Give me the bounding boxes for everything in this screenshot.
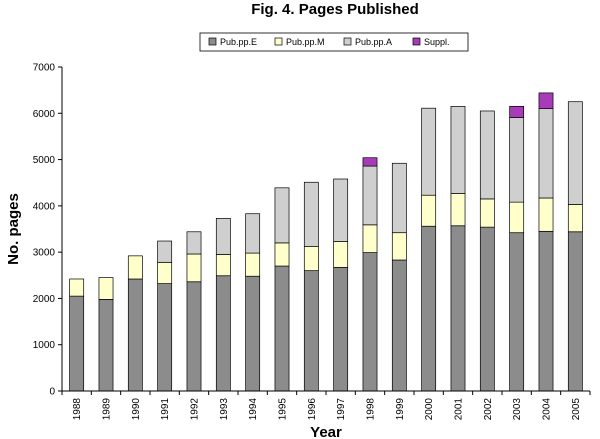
y-tick-label: 2000 xyxy=(33,294,56,305)
x-axis: 1988 1989 1990 1991 1992 1993 1994 1995 1996 1997… xyxy=(61,390,591,421)
x-tick-label-2002: 2002 xyxy=(483,398,494,421)
bar-pub-pp-a-1994 xyxy=(245,213,261,254)
bar-pub-pp-a-1998 xyxy=(362,165,378,226)
legend-swatch-suppl xyxy=(412,37,421,46)
y-tick-label: 4000 xyxy=(33,201,56,212)
y-tick-label: 5000 xyxy=(33,155,56,166)
y-axis: 0 1000 2000 3000 4000 5000 6000 7000 xyxy=(33,63,63,398)
bar-pub-pp-a-1992 xyxy=(186,231,202,255)
bar-pub-pp-m-1991 xyxy=(157,261,173,284)
bar-suppl-2004 xyxy=(538,92,554,110)
bar-pub-pp-a-1995 xyxy=(274,187,290,244)
bar-pub-pp-a-2004 xyxy=(538,108,554,199)
x-tick-label-2004: 2004 xyxy=(542,398,553,421)
bar-pub-pp-m-1998 xyxy=(362,224,378,253)
x-tick-label-1995: 1995 xyxy=(278,398,289,421)
bar-pub-pp-e-2003 xyxy=(509,232,525,392)
bar-pub-pp-m-2004 xyxy=(538,197,554,232)
bar-pub-pp-e-1988 xyxy=(69,295,85,392)
x-axis-title: Year xyxy=(310,424,342,439)
legend-label: Pub.pp.M xyxy=(286,37,325,47)
bar-pub-pp-a-1996 xyxy=(303,181,319,247)
legend-swatch-pub-pp-m xyxy=(274,37,283,46)
bar-pub-pp-m-1995 xyxy=(274,242,290,267)
chart-title: Fig. 4. Pages Published xyxy=(251,1,419,18)
bar-pub-pp-e-2002 xyxy=(479,226,495,392)
x-tick-label-1991: 1991 xyxy=(160,398,171,421)
bar-pub-pp-e-1996 xyxy=(303,270,319,392)
bar-pub-pp-e-1997 xyxy=(333,267,349,392)
bar-pub-pp-m-2002 xyxy=(479,198,495,228)
bar-pub-pp-m-1996 xyxy=(303,246,319,272)
bar-pub-pp-m-2000 xyxy=(421,194,437,227)
x-tick-label-1999: 1999 xyxy=(395,398,406,421)
bar-pub-pp-m-1994 xyxy=(245,252,261,277)
bar-pub-pp-a-1999 xyxy=(391,162,407,234)
bar-pub-pp-e-2001 xyxy=(450,225,466,392)
bar-pub-pp-a-1997 xyxy=(333,178,349,242)
bar-pub-pp-m-2005 xyxy=(567,204,583,233)
legend-label: Pub.pp.A xyxy=(355,37,392,47)
bar-pub-pp-m-2001 xyxy=(450,193,466,227)
y-tick-label: 1000 xyxy=(33,340,56,351)
bar-suppl-1998 xyxy=(362,157,378,167)
legend-label: Pub.pp.E xyxy=(220,37,257,47)
bar-pub-pp-a-2002 xyxy=(479,110,495,200)
legend-box xyxy=(199,32,469,52)
bar-pub-pp-e-2000 xyxy=(421,225,437,392)
bars-group xyxy=(69,92,583,392)
y-tick-label: 7000 xyxy=(33,63,56,74)
bar-pub-pp-e-1989 xyxy=(98,299,114,392)
x-tick-label-2000: 2000 xyxy=(424,398,435,421)
legend-label: Suppl. xyxy=(424,37,450,47)
bar-pub-pp-e-1999 xyxy=(391,259,407,392)
bar-pub-pp-m-1988 xyxy=(69,278,85,297)
x-tick-label-1997: 1997 xyxy=(336,398,347,421)
bar-pub-pp-m-2003 xyxy=(509,201,525,234)
x-tick-label-1996: 1996 xyxy=(307,398,318,421)
bar-pub-pp-e-1992 xyxy=(186,281,202,392)
bar-pub-pp-m-1990 xyxy=(127,255,143,280)
y-tick-label: 3000 xyxy=(33,248,56,259)
bar-pub-pp-a-2003 xyxy=(509,117,525,203)
bar-pub-pp-e-1990 xyxy=(127,278,143,392)
y-axis-title: No. pages xyxy=(5,193,22,265)
bar-pub-pp-m-1989 xyxy=(98,277,114,300)
bar-pub-pp-e-1993 xyxy=(215,275,231,392)
x-tick-label-2005: 2005 xyxy=(571,398,582,421)
bar-pub-pp-e-2005 xyxy=(567,231,583,392)
bar-pub-pp-a-1993 xyxy=(215,218,231,255)
y-tick-label: 0 xyxy=(49,387,55,398)
bar-pub-pp-a-2001 xyxy=(450,105,466,194)
x-tick-label-1990: 1990 xyxy=(131,398,142,421)
bar-pub-pp-m-1997 xyxy=(333,241,349,268)
bar-suppl-2003 xyxy=(509,105,525,118)
x-tick-label-2003: 2003 xyxy=(512,398,523,421)
bar-pub-pp-m-1993 xyxy=(215,254,231,277)
legend-swatch-pub-pp-e xyxy=(208,37,217,46)
x-tick-label-1989: 1989 xyxy=(102,398,113,421)
bar-pub-pp-a-1991 xyxy=(157,240,173,263)
x-tick-label-1998: 1998 xyxy=(366,398,377,421)
bar-pub-pp-e-1994 xyxy=(245,275,261,392)
x-tick-label-1994: 1994 xyxy=(248,398,259,421)
y-tick-label: 6000 xyxy=(33,109,56,120)
bar-pub-pp-m-1999 xyxy=(391,232,407,261)
legend-swatch-pub-pp-a xyxy=(343,37,352,46)
bar-pub-pp-e-1991 xyxy=(157,283,173,392)
bar-pub-pp-a-2000 xyxy=(421,107,437,196)
x-tick-label-1992: 1992 xyxy=(190,398,201,421)
bar-pub-pp-a-2005 xyxy=(567,101,583,205)
x-tick-label-1988: 1988 xyxy=(72,398,83,421)
x-tick-label-2001: 2001 xyxy=(454,398,465,421)
bar-pub-pp-e-1995 xyxy=(274,265,290,392)
bar-pub-pp-e-1998 xyxy=(362,252,378,392)
legend: Pub.pp.E Pub.pp.M Pub.pp.A Suppl. xyxy=(199,32,469,52)
x-tick-label-1993: 1993 xyxy=(219,398,230,421)
bar-pub-pp-e-2004 xyxy=(538,230,554,392)
bar-pub-pp-m-1992 xyxy=(186,253,202,283)
